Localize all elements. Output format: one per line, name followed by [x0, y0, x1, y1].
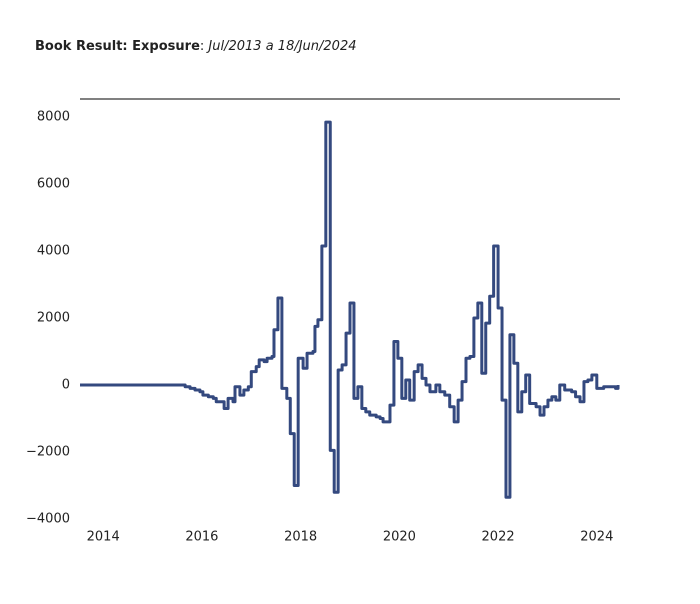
series-line	[80, 120, 620, 499]
x-tick-label: 2024	[580, 530, 613, 545]
chart-title: Book Result: Exposure: Jul/2013 a 18/Jun…	[35, 39, 357, 54]
y-tick-label: 8000	[37, 110, 70, 125]
y-tick-label: 6000	[37, 177, 70, 192]
x-tick-label: 2016	[185, 530, 218, 545]
x-tick-label: 2018	[284, 530, 317, 545]
y-tick-label: 2000	[37, 311, 70, 326]
y-tick-label: 0	[62, 378, 70, 393]
x-tick-label: 2014	[87, 530, 120, 545]
title: Book Result: Exposure	[35, 39, 200, 54]
title-separator: :	[200, 39, 204, 54]
y-tick-label: −2000	[26, 445, 70, 460]
y-tick-label: −4000	[26, 512, 70, 527]
x-tick-label: 2020	[383, 530, 416, 545]
y-tick-label: 4000	[37, 244, 70, 259]
x-tick-label: 2022	[482, 530, 515, 545]
subtitle: Jul/2013 a 18/Jun/2024	[205, 39, 356, 54]
